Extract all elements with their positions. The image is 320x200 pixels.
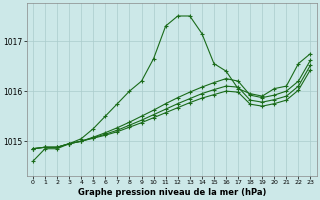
X-axis label: Graphe pression niveau de la mer (hPa): Graphe pression niveau de la mer (hPa) xyxy=(77,188,266,197)
